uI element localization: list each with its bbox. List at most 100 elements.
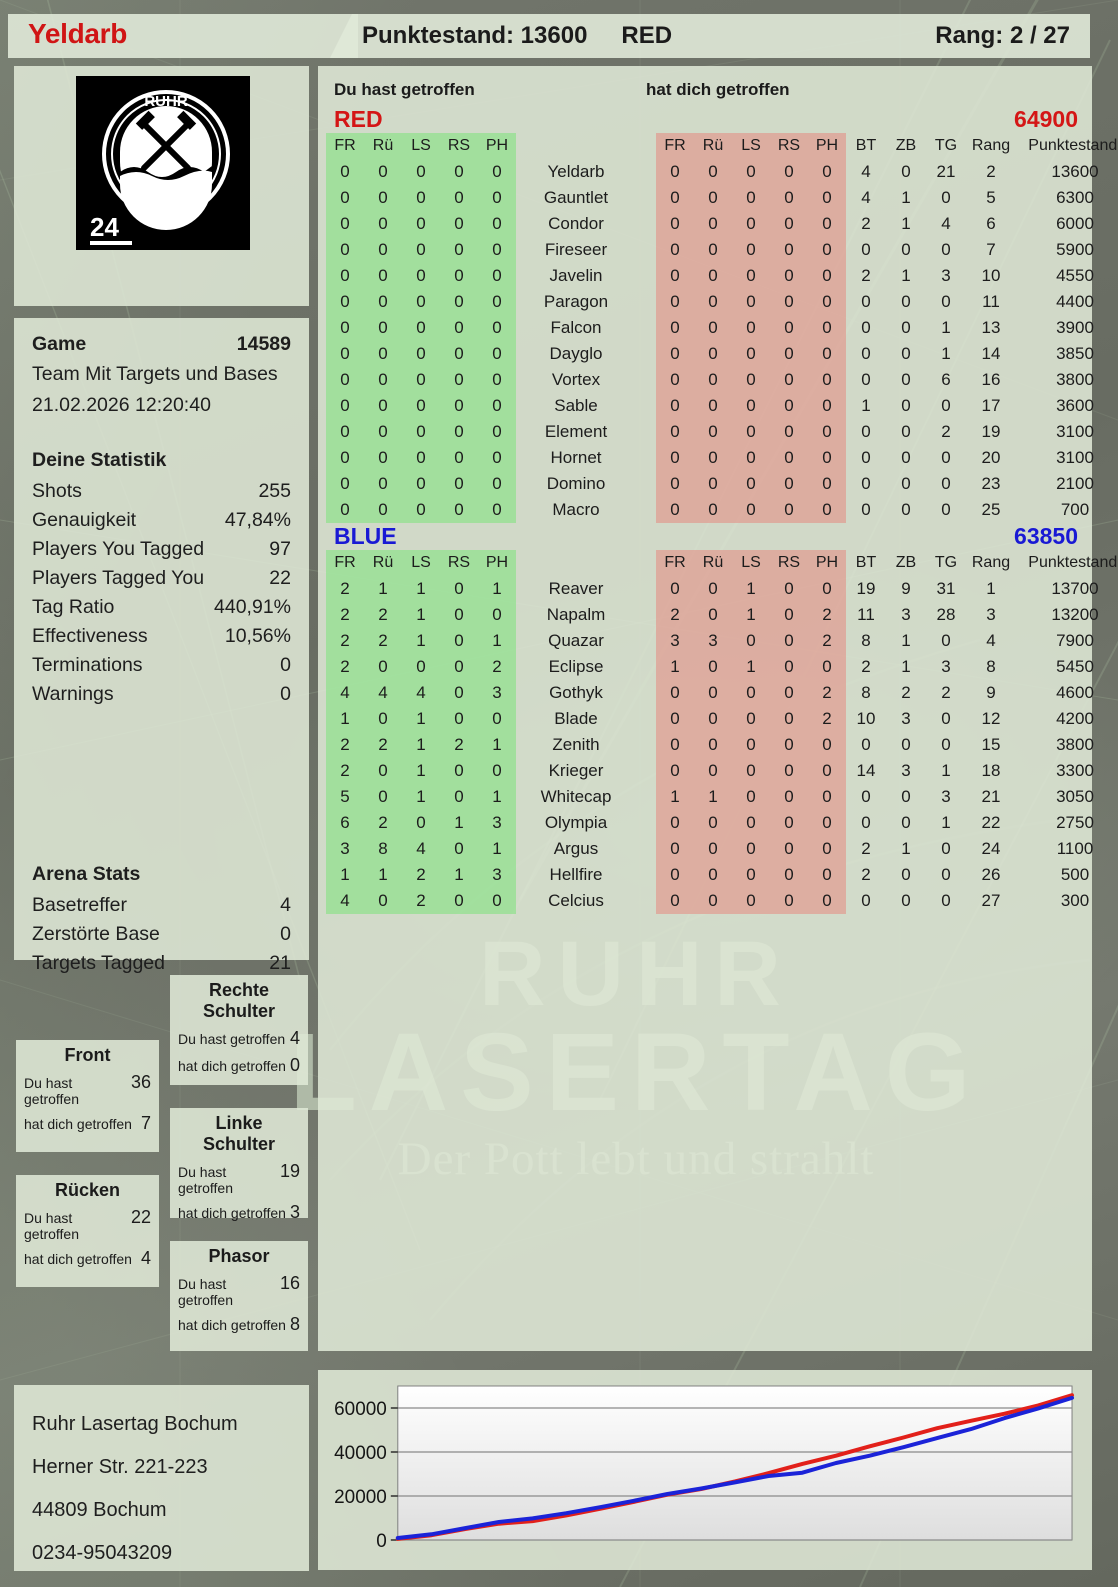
address-line: Ruhr Lasertag Bochum bbox=[32, 1413, 238, 1435]
cell-them-PH: 0 bbox=[808, 862, 846, 888]
cell-them-PH: 0 bbox=[808, 497, 846, 523]
table-row[interactable]: 0 0 0 0 0 Fireseer 0 0 0 0 0 0 0 0 7 5900 bbox=[326, 237, 1118, 263]
your-stat-row: Terminations 0 bbox=[32, 651, 291, 680]
cell-them-RS: 0 bbox=[770, 367, 808, 393]
cell-you-FR: 0 bbox=[326, 185, 364, 211]
cell-them-PH: 2 bbox=[808, 680, 846, 706]
arena-stat-value: 4 bbox=[280, 894, 291, 916]
cell-you-RS: 1 bbox=[440, 862, 478, 888]
cell-you-RS: 0 bbox=[440, 706, 478, 732]
cell-player-name: Argus bbox=[553, 839, 599, 858]
cell-Rang: 18 bbox=[981, 761, 1001, 780]
your-stat-value: 10,56% bbox=[224, 625, 291, 647]
cell-them-Rü: 0 bbox=[694, 159, 732, 185]
cell-you-RS: 0 bbox=[440, 159, 478, 185]
cell-TG: 31 bbox=[936, 579, 956, 598]
cell-them-FR: 0 bbox=[656, 393, 694, 419]
cell-you-Rü: 1 bbox=[364, 576, 402, 602]
col-head-them-LS: LS bbox=[732, 550, 770, 576]
table-row[interactable]: 0 0 0 0 0 Falcon 0 0 0 0 0 0 0 1 13 3900 bbox=[326, 315, 1118, 341]
your-stat-value: 0 bbox=[280, 654, 291, 676]
cell-BT: 0 bbox=[861, 735, 871, 754]
cell-you-FR: 0 bbox=[326, 289, 364, 315]
table-row[interactable]: 2 0 1 0 0 Krieger 0 0 0 0 0 14 3 1 18 3300 bbox=[326, 758, 1118, 784]
table-row[interactable]: 4 4 4 0 3 Gothyk 0 0 0 0 2 8 2 2 9 4600 bbox=[326, 680, 1118, 706]
cell-TG: 1 bbox=[941, 344, 951, 363]
cell-Rang: 20 bbox=[981, 448, 1001, 467]
cell-them-Rü: 0 bbox=[694, 289, 732, 315]
col-head-them-LS: LS bbox=[732, 133, 770, 159]
col-head-score: Punktestand: bbox=[1028, 137, 1118, 154]
cell-TG: 0 bbox=[941, 631, 951, 650]
table-row[interactable]: 2 2 1 0 0 Napalm 2 0 1 0 2 11 3 28 3 13200 bbox=[326, 602, 1118, 628]
table-row[interactable]: 2 1 1 0 1 Reaver 0 0 1 0 0 19 9 31 1 13700 bbox=[326, 576, 1118, 602]
table-row[interactable]: 0 0 0 0 0 Gauntlet 0 0 0 0 0 4 1 0 5 6300 bbox=[326, 185, 1118, 211]
table-row[interactable]: 0 0 0 0 0 Macro 0 0 0 0 0 0 0 0 25 700 bbox=[326, 497, 1118, 523]
bodypart-hit-you-label: hat dich getroffen bbox=[178, 1058, 286, 1074]
table-row[interactable]: 0 0 0 0 0 Yeldarb 0 0 0 0 0 4 0 21 2 13600 bbox=[326, 159, 1118, 185]
bodypart-box-linke-schulter: Linke Schulter Du hast getroffen 19 hat dic… bbox=[170, 1108, 308, 1222]
cell-ZB: 0 bbox=[901, 787, 911, 806]
cell-Rang: 10 bbox=[981, 266, 1001, 285]
table-row[interactable]: 4 0 2 0 0 Celcius 0 0 0 0 0 0 0 0 27 300 bbox=[326, 888, 1118, 914]
cell-you-PH: 0 bbox=[478, 445, 516, 471]
arena-stat-label: Zerstörte Base bbox=[32, 923, 160, 945]
cell-them-FR: 0 bbox=[656, 211, 694, 237]
cell-you-PH: 0 bbox=[478, 393, 516, 419]
cell-them-LS: 0 bbox=[732, 445, 770, 471]
cell-you-PH: 2 bbox=[478, 654, 516, 680]
table-row[interactable]: 0 0 0 0 0 Vortex 0 0 0 0 0 0 0 6 16 3800 bbox=[326, 367, 1118, 393]
cell-TG: 1 bbox=[941, 318, 951, 337]
table-row[interactable]: 2 2 1 2 1 Zenith 0 0 0 0 0 0 0 0 15 3800 bbox=[326, 732, 1118, 758]
cell-them-Rü: 0 bbox=[694, 810, 732, 836]
cell-you-Rü: 0 bbox=[364, 784, 402, 810]
table-row[interactable]: 5 0 1 0 1 Whitecap 1 1 0 0 0 0 0 3 21 3050 bbox=[326, 784, 1118, 810]
cell-you-RS: 0 bbox=[440, 211, 478, 237]
bodypart-you-hit-value: 4 bbox=[289, 1028, 300, 1048]
table-row[interactable]: 2 0 0 0 2 Eclipse 1 0 1 0 0 2 1 3 8 5450 bbox=[326, 654, 1118, 680]
table-row[interactable]: 0 0 0 0 0 Dayglo 0 0 0 0 0 0 0 1 14 3850 bbox=[326, 341, 1118, 367]
cell-TG: 0 bbox=[941, 865, 951, 884]
table-row[interactable]: 2 2 1 0 1 Quazar 3 3 0 0 2 8 1 0 4 7900 bbox=[326, 628, 1118, 654]
cell-them-RS: 0 bbox=[770, 445, 808, 471]
logo-badge-number: 24 bbox=[90, 212, 119, 242]
cell-BT: 11 bbox=[857, 605, 875, 624]
cell-you-Rü: 0 bbox=[364, 367, 402, 393]
cell-Rang: 12 bbox=[981, 709, 1001, 728]
cell-you-LS: 0 bbox=[402, 654, 440, 680]
table-row[interactable]: 0 0 0 0 0 Hornet 0 0 0 0 0 0 0 0 20 3100 bbox=[326, 445, 1118, 471]
bodypart-box-rechte-schulter: Rechte Schulter Du hast getroffen 4 hat dic… bbox=[170, 975, 308, 1085]
table-row[interactable]: 0 0 0 0 0 Domino 0 0 0 0 0 0 0 0 23 2100 bbox=[326, 471, 1118, 497]
plot-area bbox=[397, 1385, 1073, 1541]
cell-ZB: 0 bbox=[901, 344, 911, 363]
cell-them-Rü: 0 bbox=[694, 367, 732, 393]
arena-stat-label: Targets Tagged bbox=[32, 952, 165, 974]
table-row[interactable]: 0 0 0 0 0 Paragon 0 0 0 0 0 0 0 0 11 4400 bbox=[326, 289, 1118, 315]
table-row[interactable]: 0 0 0 0 0 Element 0 0 0 0 0 0 0 2 19 3100 bbox=[326, 419, 1118, 445]
cell-player-name: Yeldarb bbox=[547, 162, 605, 181]
col-head-name bbox=[516, 133, 656, 159]
logo-top-text: RUHR bbox=[144, 93, 187, 110]
cell-score: 5450 bbox=[1056, 657, 1094, 676]
cell-TG: 28 bbox=[936, 605, 956, 624]
cell-BT: 0 bbox=[861, 318, 871, 337]
cell-you-Rü: 8 bbox=[364, 836, 402, 862]
your-stat-value: 440,91% bbox=[214, 596, 291, 618]
table-row[interactable]: 0 0 0 0 0 Sable 0 0 0 0 0 1 0 0 17 3600 bbox=[326, 393, 1118, 419]
cell-TG: 2 bbox=[941, 422, 951, 441]
table-row[interactable]: 1 1 2 1 3 Hellfire 0 0 0 0 0 2 0 0 26 500 bbox=[326, 862, 1118, 888]
score-progress-chart: 0 20000 40000 60000 bbox=[318, 1370, 1092, 1570]
cell-score: 2750 bbox=[1056, 813, 1094, 832]
cell-player-name: Celcius bbox=[548, 891, 604, 910]
table-row[interactable]: 3 8 4 0 1 Argus 0 0 0 0 0 2 1 0 24 1100 bbox=[326, 836, 1118, 862]
bodypart-hit-you-label: hat dich getroffen bbox=[178, 1317, 286, 1333]
table-row[interactable]: 0 0 0 0 0 Condor 0 0 0 0 0 2 1 4 6 6000 bbox=[326, 211, 1118, 237]
table-row[interactable]: 6 2 0 1 3 Olympia 0 0 0 0 0 0 0 1 22 2750 bbox=[326, 810, 1118, 836]
cell-them-LS: 0 bbox=[732, 836, 770, 862]
cell-score: 500 bbox=[1060, 865, 1090, 884]
table-row[interactable]: 0 0 0 0 0 Javelin 0 0 0 0 0 2 1 3 10 4550 bbox=[326, 263, 1118, 289]
cell-score: 3800 bbox=[1056, 370, 1094, 389]
cell-BT: 0 bbox=[861, 891, 871, 910]
table-row[interactable]: 1 0 1 0 0 Blade 0 0 0 0 2 10 3 0 12 4200 bbox=[326, 706, 1118, 732]
cell-them-LS: 0 bbox=[732, 680, 770, 706]
